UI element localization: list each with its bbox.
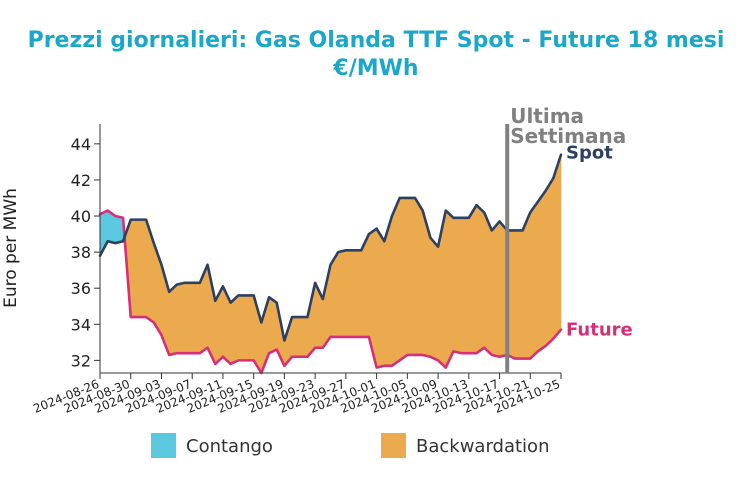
legend: Contango Backwardation [151, 433, 549, 458]
spread-fill-segment [430, 236, 439, 361]
y-ticks: 32 34 36 38 40 42 44 [71, 135, 100, 370]
last-week-label-line2: Settimana [510, 124, 626, 148]
spread-fill-segment [353, 250, 362, 338]
spread-fill-segment [468, 204, 477, 354]
spread-fill-segment [414, 196, 424, 356]
y-tick-label: 40 [71, 207, 91, 226]
spread-fill-segment [529, 200, 539, 360]
spread-fill-segment [545, 177, 554, 347]
spread-fill-segment [399, 197, 408, 361]
spread-fill-segment [445, 209, 454, 368]
y-axis-label: Euro per MWh [1, 188, 21, 308]
chart-subtitle: €/MWh [332, 56, 418, 81]
legend-swatch-contango [151, 433, 176, 458]
spread-fill-segment [537, 189, 546, 352]
spread-fill-segment [391, 197, 400, 367]
spread-fill-segment [138, 219, 147, 318]
spread-fill-segment [291, 316, 301, 358]
spread-fill-segment [130, 219, 139, 318]
spread-fill-segment [345, 250, 354, 338]
spread-fill-segment [307, 282, 316, 358]
y-tick-label: 32 [71, 351, 91, 370]
spread-fill-segment [191, 282, 201, 354]
spot-end-label: Spot [566, 143, 613, 164]
spread-fill-segment [483, 212, 493, 356]
y-tick-label: 36 [71, 279, 91, 298]
chart-title: Prezzi giornalieri: Gas Olanda TTF Spot … [28, 28, 725, 53]
legend-swatch-backwardation [381, 433, 406, 458]
spread-fill-segment [460, 217, 470, 354]
legend-label-backwardation: Backwardation [416, 436, 549, 457]
spread-fill-segment [299, 316, 308, 358]
last-week-label-line1: Ultima [510, 104, 584, 128]
spread-fill-segment [176, 282, 185, 354]
spread-fill-segment [553, 154, 562, 340]
spread-fill-segment [376, 227, 385, 368]
spread-fill-segment [476, 204, 485, 354]
spread-fill-segment [230, 294, 239, 365]
future-end-label: Future [566, 320, 633, 341]
series-line-future [98, 209, 563, 375]
spread-fill-segment [522, 212, 531, 359]
spread-fill-segment [115, 215, 124, 244]
series-end-labels: Spot Future [566, 143, 633, 341]
spread-fill-segment [245, 295, 254, 361]
series-line-spot [98, 153, 563, 342]
axes [99, 124, 561, 374]
spread-fill-segment [238, 295, 247, 361]
legend-label-contango: Contango [186, 436, 273, 457]
series-lines [98, 153, 563, 375]
x-ticks: 2024-08-262024-08-302024-09-032024-09-07… [31, 373, 562, 416]
spread-fill-segment [168, 283, 178, 356]
spread-fill-segment [407, 197, 416, 356]
y-tick-label: 44 [71, 135, 91, 154]
spread-fill-segment [453, 217, 462, 354]
spread-fill-segment [268, 296, 278, 354]
y-tick-label: 34 [71, 315, 91, 334]
spread-fill-segment [514, 230, 523, 359]
spread-fill-segment [337, 249, 347, 338]
y-tick-label: 42 [71, 171, 91, 190]
y-tick-label: 38 [71, 243, 91, 262]
spread-fill-segment [491, 220, 500, 358]
spread-fill-segment [184, 282, 193, 354]
